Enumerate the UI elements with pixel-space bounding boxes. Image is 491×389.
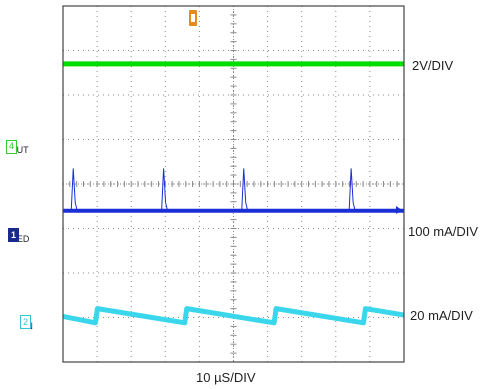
- channel-4-marker-icon: 4: [6, 139, 17, 154]
- iout-channel-label: IOUT 4: [6, 138, 29, 155]
- channel-1-marker-icon: 1: [8, 228, 19, 242]
- iled-channel-label: ILED 1: [8, 226, 29, 244]
- trigger-position-icon: [189, 10, 197, 26]
- iin-scale-label: 20 mA/DIV: [410, 308, 473, 323]
- trace-iin: [62, 306, 405, 326]
- iout-scale-label: 2V/DIV: [412, 58, 454, 73]
- trace-iled: [63, 168, 404, 212]
- channel-2-marker-icon: 2: [20, 315, 31, 329]
- traces: [62, 61, 405, 326]
- trigger-level-arrow-icon: [396, 206, 402, 214]
- iled-scale-label: 100 mA/DIV: [408, 224, 479, 239]
- plot-border: [62, 5, 405, 363]
- x-axis-label: 10 µS/DIV: [196, 370, 256, 385]
- iin-channel-label: IIN 2: [20, 313, 33, 331]
